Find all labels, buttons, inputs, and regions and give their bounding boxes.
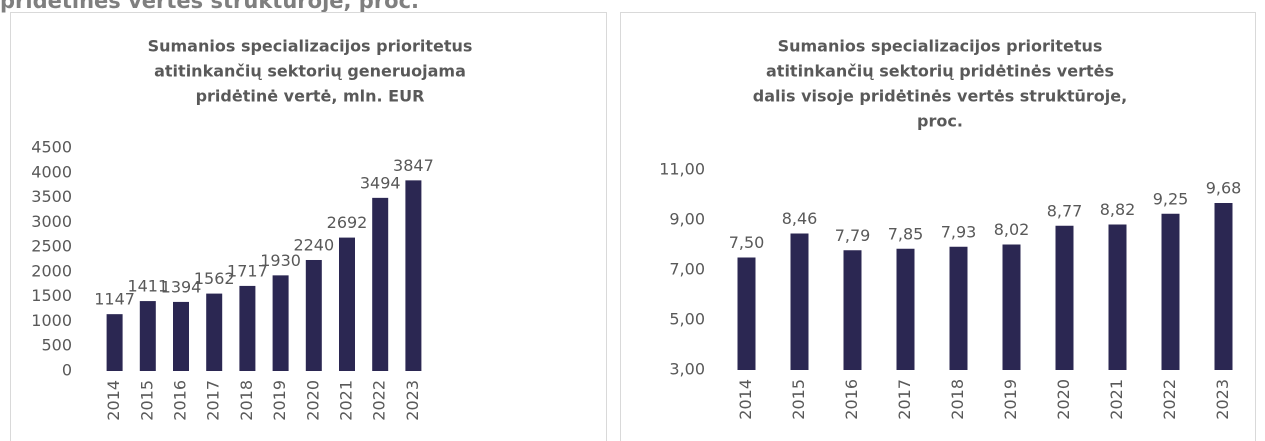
x-tick-label: 2022 bbox=[1160, 379, 1179, 420]
chart-title: atitinkančių sektorių generuojama bbox=[154, 62, 466, 81]
value-label: 8,82 bbox=[1100, 200, 1136, 219]
x-tick-label: 2019 bbox=[1001, 379, 1020, 420]
value-label: 3847 bbox=[393, 156, 434, 175]
bar bbox=[1108, 224, 1127, 370]
chart-title: Sumanios specializacijos prioritetus bbox=[778, 37, 1103, 56]
x-tick-label: 2018 bbox=[948, 379, 967, 420]
bar bbox=[305, 259, 322, 371]
value-label: 1147 bbox=[94, 290, 135, 309]
value-label: 1930 bbox=[260, 251, 301, 270]
bar bbox=[206, 293, 223, 371]
panel bbox=[10, 12, 607, 441]
bar bbox=[1055, 225, 1074, 370]
bar bbox=[1214, 203, 1233, 370]
bar bbox=[896, 248, 915, 370]
value-label: 1411 bbox=[127, 277, 168, 296]
chart-title: atitinkančių sektorių pridėtinės vertės bbox=[766, 62, 1114, 81]
value-label: 2692 bbox=[327, 213, 368, 232]
y-tick-label: 3,00 bbox=[669, 360, 705, 379]
x-tick-label: 2023 bbox=[1213, 379, 1232, 420]
bar bbox=[339, 237, 355, 371]
x-tick-label: 2020 bbox=[303, 380, 322, 421]
x-tick-label: 2018 bbox=[237, 380, 256, 421]
x-tick-label: 2016 bbox=[842, 379, 861, 420]
bar bbox=[272, 275, 289, 371]
bar bbox=[372, 197, 389, 371]
bar bbox=[1002, 244, 1021, 370]
value-label: 7,93 bbox=[941, 222, 977, 241]
y-tick-label: 3500 bbox=[31, 187, 72, 206]
x-tick-label: 2017 bbox=[895, 379, 914, 420]
y-tick-label: 0 bbox=[62, 361, 72, 380]
value-label: 9,68 bbox=[1206, 179, 1242, 198]
value-label: 8,02 bbox=[994, 220, 1030, 239]
y-tick-label: 7,00 bbox=[669, 260, 705, 279]
y-tick-label: 2000 bbox=[31, 261, 72, 280]
chart-title: proc. bbox=[917, 112, 963, 131]
bar bbox=[949, 246, 968, 370]
value-label: 1562 bbox=[194, 269, 235, 288]
y-tick-label: 11,00 bbox=[659, 160, 705, 179]
value-label: 1394 bbox=[161, 277, 202, 296]
value-label: 2240 bbox=[293, 235, 334, 254]
chart-title: pridėtinė vertė, mln. EUR bbox=[196, 87, 425, 106]
x-tick-label: 2015 bbox=[789, 379, 808, 420]
x-tick-label: 2021 bbox=[337, 380, 356, 421]
y-tick-label: 5,00 bbox=[669, 310, 705, 329]
bar bbox=[239, 285, 256, 371]
x-tick-label: 2021 bbox=[1107, 379, 1126, 420]
bar bbox=[173, 301, 189, 371]
x-tick-label: 2020 bbox=[1054, 379, 1073, 420]
y-tick-label: 500 bbox=[41, 336, 72, 355]
page-heading: pridėtinės vertės struktūroje, proc. bbox=[0, 0, 419, 13]
x-tick-label: 2015 bbox=[137, 380, 156, 421]
chart-title: dalis visoje pridėtinės vertės struktūro… bbox=[753, 87, 1127, 106]
y-tick-label: 1500 bbox=[31, 286, 72, 305]
bar bbox=[405, 180, 422, 371]
x-tick-label: 2014 bbox=[104, 380, 123, 421]
bar bbox=[139, 301, 156, 371]
bar bbox=[843, 250, 862, 370]
x-tick-label: 2022 bbox=[370, 380, 389, 421]
value-label: 8,46 bbox=[782, 209, 818, 228]
y-tick-label: 2500 bbox=[31, 237, 72, 256]
panel bbox=[620, 12, 1256, 441]
bar bbox=[106, 314, 123, 371]
value-label: 8,77 bbox=[1047, 201, 1083, 220]
x-tick-label: 2017 bbox=[204, 380, 223, 421]
bar bbox=[737, 257, 756, 370]
y-tick-label: 4500 bbox=[31, 138, 72, 157]
x-tick-label: 2016 bbox=[171, 380, 190, 421]
chart-title: Sumanios specializacijos prioritetus bbox=[148, 37, 473, 56]
value-label: 3494 bbox=[360, 173, 401, 192]
value-label: 9,25 bbox=[1153, 189, 1189, 208]
x-tick-label: 2014 bbox=[736, 379, 755, 420]
value-label: 7,50 bbox=[729, 233, 765, 252]
y-tick-label: 9,00 bbox=[669, 210, 705, 229]
x-tick-label: 2019 bbox=[270, 380, 289, 421]
x-tick-label: 2023 bbox=[403, 380, 422, 421]
bar bbox=[790, 233, 809, 370]
value-label: 1717 bbox=[227, 261, 268, 280]
value-label: 7,85 bbox=[888, 224, 924, 243]
y-tick-label: 4000 bbox=[31, 162, 72, 181]
bar bbox=[1161, 213, 1180, 370]
y-tick-label: 1000 bbox=[31, 311, 72, 330]
y-tick-label: 3000 bbox=[31, 212, 72, 231]
value-label: 7,79 bbox=[835, 226, 871, 245]
